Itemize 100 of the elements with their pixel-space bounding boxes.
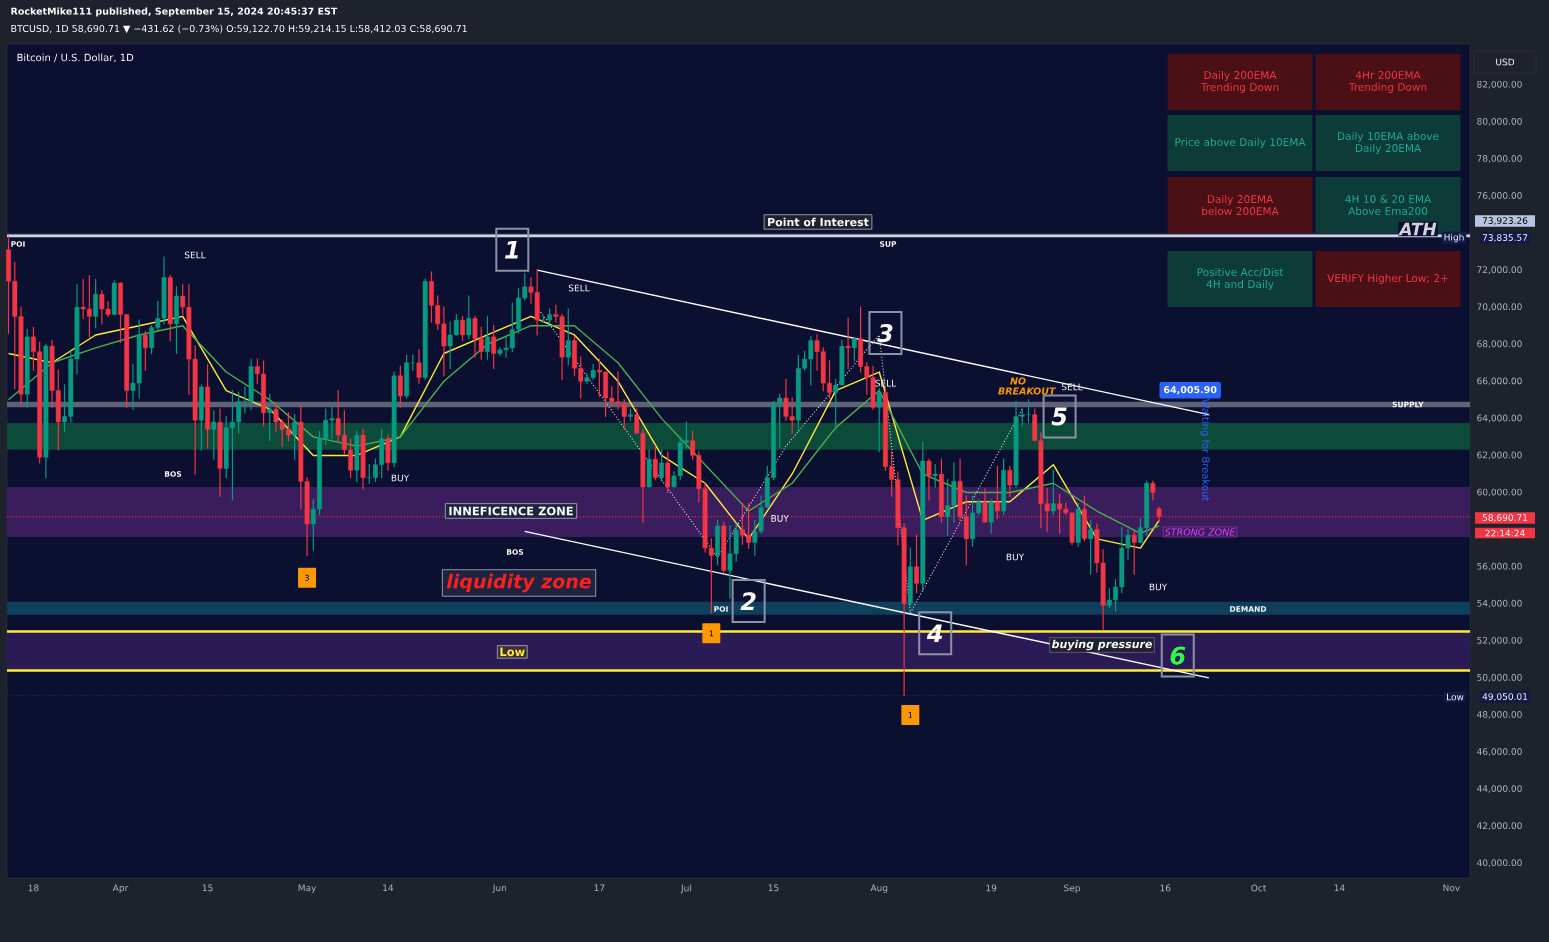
candlestick: [565, 308, 571, 366]
annotation: VERIFY Higher Low; 2+: [1327, 273, 1448, 285]
chart-subtitle: BTCUSD, 1D 58,690.71 ▼ −431.62 (−0.73%) O:59,122.70 H:59,214.15 L:58,412.03 C:58,690.71: [11, 24, 467, 34]
x-tick-label: 18: [28, 884, 39, 892]
annotation: 3: [305, 574, 309, 581]
y-tick-label: 54,000.00: [1477, 599, 1522, 608]
annotation: Daily 200EMA Trending Down: [1200, 70, 1279, 94]
annotation: BUY: [1006, 553, 1025, 561]
annotation: INNEFICENCE ZONE: [449, 506, 573, 516]
text: Bitcoin / U.S. Dollar, 1D: [17, 53, 134, 63]
y-tick-label: 62,000.00: [1477, 451, 1522, 460]
x-tick-label: 15: [202, 884, 213, 892]
annotation: High: [1444, 233, 1464, 243]
x-tick-label: Sep: [1064, 884, 1081, 894]
x-tick-label: Jul: [680, 884, 692, 894]
x-tick-label: 17: [594, 884, 605, 892]
candlestick: [142, 330, 148, 371]
annotation: Low: [1447, 693, 1464, 701]
annotation: 64,005.90: [1164, 386, 1217, 395]
annotation: liquidity zone: [446, 573, 591, 593]
annotation: 5: [1051, 407, 1067, 426]
annotation: 6: [1170, 646, 1186, 665]
annotation: Low: [500, 647, 525, 657]
y-tick-label: 56,000.00: [1477, 562, 1522, 571]
annotation: ATH: [1398, 222, 1437, 236]
y-tick-label: 72,000.00: [1477, 266, 1522, 274]
y-axis-title: USD: [1496, 58, 1515, 66]
text: 73,835.57: [1482, 234, 1528, 242]
annotation: SELL: [184, 251, 206, 259]
candlestick: [914, 534, 919, 594]
y-tick-label: 82,000.00: [1477, 80, 1522, 89]
annotation: BUY: [391, 474, 410, 482]
x-tick-label: Oct: [1251, 884, 1267, 892]
y-tick-label: 66,000.00: [1477, 377, 1522, 386]
y-tick-label: 70,000.00: [1477, 303, 1522, 312]
annotation: 1: [908, 711, 913, 718]
annotation: Waiting for Breakout: [1200, 399, 1210, 502]
y-tick-label: 44,000.00: [1477, 785, 1522, 793]
candlestick: [926, 458, 932, 501]
y-tick-label: 50,000.00: [1477, 673, 1522, 682]
candlestick: [1050, 469, 1056, 516]
annotation: SELL: [568, 284, 590, 292]
annotation: BUY: [771, 515, 789, 522]
y-tick-label: 60,000.00: [1477, 488, 1522, 497]
annotation: 4Hr 200EMA Trending Down: [1348, 71, 1427, 93]
x-tick-label: 16: [1160, 884, 1171, 892]
annotation: 4H 10 & 20 EMA Above Ema200: [1345, 195, 1432, 215]
annotation: buying pressure: [1051, 639, 1152, 651]
candlestick: [1131, 530, 1137, 575]
candlestick: [292, 414, 298, 460]
annotation: Daily 10EMA above Daily 20EMA: [1338, 131, 1439, 155]
y-tick-label: 42,000.00: [1477, 822, 1522, 830]
candlestick: [93, 278, 99, 329]
candlestick: [267, 393, 273, 442]
annotation: Daily 20EMA below 200EMA: [1202, 194, 1279, 216]
y-tick-label: 48,000.00: [1477, 711, 1522, 719]
x-tick-label: 19: [986, 884, 997, 892]
x-tick-label: 15: [768, 884, 779, 892]
y-tick-label: 80,000.00: [1477, 117, 1522, 126]
text: 22:14:24: [1485, 529, 1525, 537]
candlestick: [652, 445, 658, 481]
candlestick: [659, 449, 664, 482]
annotation: Price above Daily 10EMA: [1175, 137, 1306, 149]
candlestick: [211, 410, 217, 460]
x-tick-label: Apr: [112, 884, 129, 893]
y-tick-label: 78,000.00: [1477, 155, 1522, 163]
candlestick: [851, 338, 857, 362]
x-tick-label: May: [298, 884, 317, 893]
y-tick-label: 76,000.00: [1477, 192, 1522, 200]
candlestick: [460, 315, 465, 342]
candlestick: [845, 317, 851, 369]
candlestick: [484, 315, 490, 360]
x-tick-label: Jun: [492, 884, 507, 893]
y-tick-label: 46,000.00: [1477, 748, 1522, 756]
x-tick-label: 14: [1334, 884, 1345, 892]
candlestick: [876, 388, 882, 453]
x-tick-label: Aug: [870, 884, 888, 893]
annotation: Positive Acc/Dist 4H and Daily: [1197, 267, 1284, 291]
y-tick-label: 68,000.00: [1477, 340, 1522, 349]
annotation: SELL: [1061, 383, 1083, 391]
text: 58,690.71: [1482, 514, 1528, 522]
candlestick: [1007, 465, 1013, 497]
annotation: 2: [740, 592, 756, 611]
annotation: STRONG ZONE: [1164, 528, 1236, 536]
annotation: Point of Interest: [768, 217, 869, 227]
y-tick-label: 40,000.00: [1477, 859, 1522, 868]
text: 73,923.26: [1482, 217, 1528, 225]
annotation: NO BREAKOUT: [998, 377, 1057, 395]
candlestick: [416, 349, 422, 384]
x-tick-label: Nov: [1443, 884, 1460, 892]
candlestick: [932, 464, 938, 488]
y-tick-label: 64,000.00: [1477, 414, 1522, 423]
candlestick: [491, 325, 497, 369]
candlestick: [1150, 480, 1156, 501]
text: 49,050.01: [1482, 693, 1528, 701]
candlestick: [397, 365, 403, 408]
x-tick-label: 14: [383, 884, 394, 892]
candlestick: [988, 499, 994, 534]
annotation: 1: [709, 630, 714, 637]
text: RocketMike111 published, September 15, 2024 20:45:37 EST: [11, 7, 338, 17]
